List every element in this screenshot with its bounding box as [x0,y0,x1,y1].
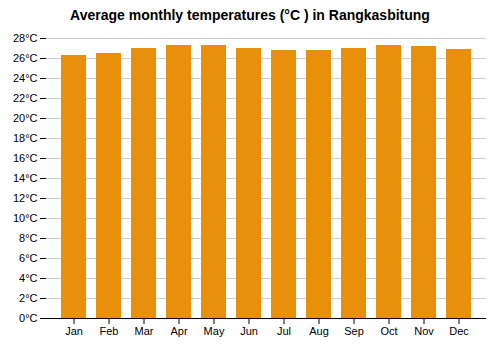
svg-text:22°C: 22°C [13,92,38,104]
svg-text:26°C: 26°C [13,52,38,64]
svg-text:Sep: Sep [344,325,364,337]
svg-text:Nov: Nov [414,325,434,337]
svg-text:10°C: 10°C [13,212,38,224]
html-text:Average monthly temperatures (: Average monthly temperatures (°C ) in Ra… [70,7,430,23]
svg-text:Dec: Dec [449,325,469,337]
svg-text:6°C: 6°C [19,252,38,264]
svg-text:Apr: Apr [170,325,187,337]
svg-text:May: May [204,325,225,337]
svg-text:4°C: 4°C [19,272,38,284]
svg-text:Jun: Jun [240,325,258,337]
svg-text:Aug: Aug [309,325,329,337]
svg-text:0°C: 0°C [19,312,38,324]
svg-text:24°C: 24°C [13,72,38,84]
svg-text:18°C: 18°C [13,132,38,144]
svg-text:Jan: Jan [65,325,83,337]
svg-text:2°C: 2°C [19,292,38,304]
svg-text:8°C: 8°C [19,232,38,244]
svg-text:Jul: Jul [277,325,291,337]
svg-text:Oct: Oct [380,325,397,337]
svg-text:12°C: 12°C [13,192,38,204]
svg-text:Feb: Feb [100,325,119,337]
svg-text:16°C: 16°C [13,152,38,164]
svg-text:28°C: 28°C [13,32,38,44]
svg-text:14°C: 14°C [13,172,38,184]
svg-text:Mar: Mar [135,325,154,337]
svg-text:20°C: 20°C [13,112,38,124]
